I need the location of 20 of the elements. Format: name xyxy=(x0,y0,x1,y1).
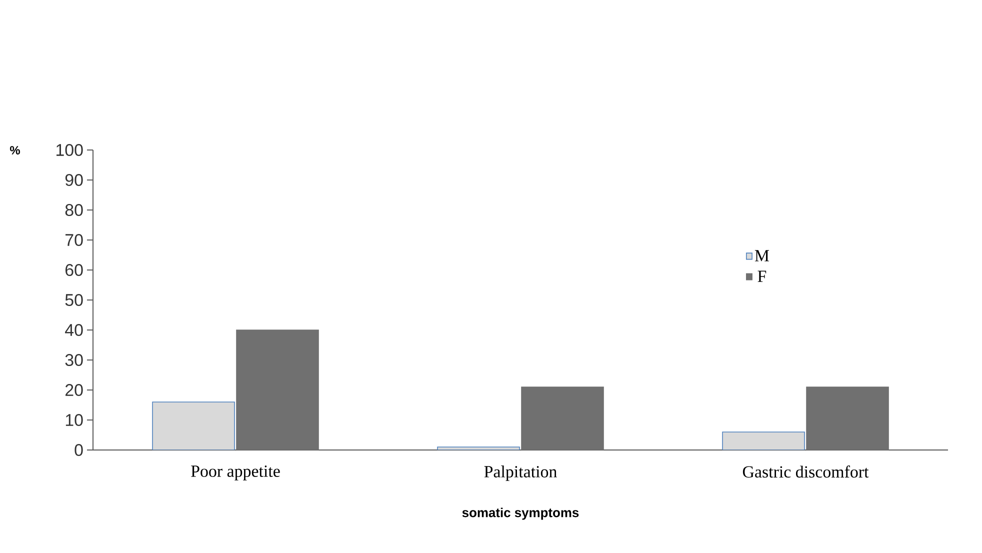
y-axis-title: % xyxy=(10,146,20,154)
legend-label: F xyxy=(758,270,766,282)
y-tick-label: 80 xyxy=(65,204,83,216)
y-tick-label: 30 xyxy=(65,354,83,366)
y-tick-label: 60 xyxy=(66,264,83,276)
y-tick-label: 50 xyxy=(65,294,83,306)
x-tick-label: Gastric discomfort xyxy=(742,466,869,478)
x-tick-label: Poor appetite xyxy=(191,466,280,480)
x-axis-title: somatic symptoms xyxy=(462,508,579,520)
y-tick-label: 40 xyxy=(65,324,83,336)
y-tick-label: 20 xyxy=(66,384,83,396)
y-tick-label: 10 xyxy=(66,414,83,426)
x-tick-label: Palpitation xyxy=(484,466,557,481)
legend-label: M xyxy=(754,250,770,262)
bar xyxy=(722,432,805,450)
bar xyxy=(152,402,235,450)
y-tick-label: 0 xyxy=(74,444,83,456)
y-tick-label: 70 xyxy=(66,234,83,246)
y-tick-label: 90 xyxy=(65,174,83,186)
y-tick-label: 100 xyxy=(56,144,83,156)
